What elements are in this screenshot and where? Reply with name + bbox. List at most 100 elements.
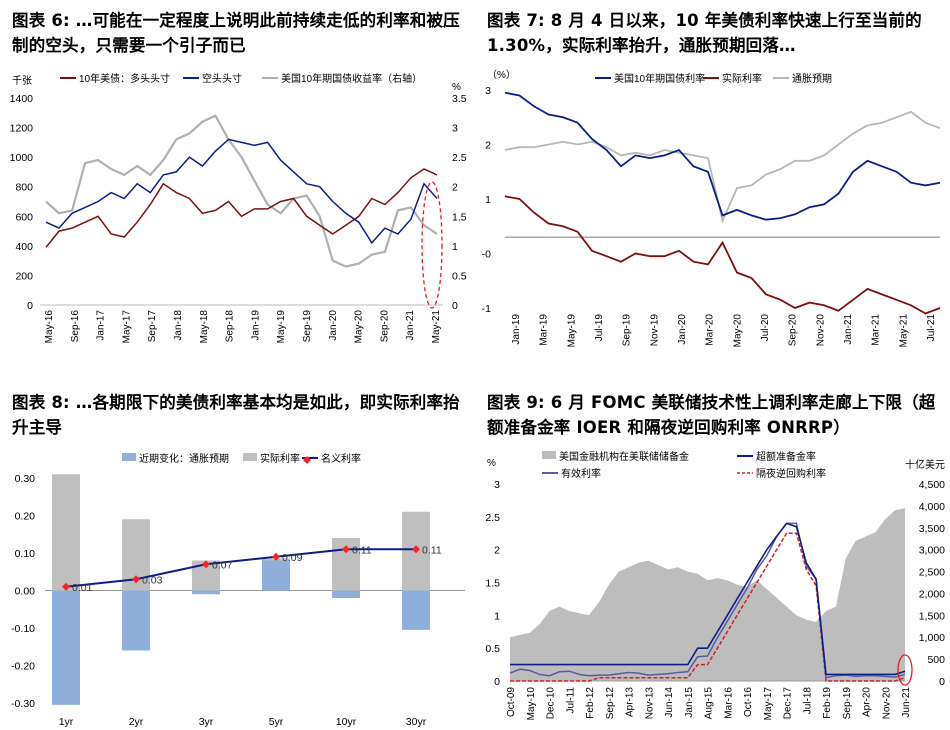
fig9-ytick: 1 bbox=[494, 610, 500, 622]
fig7-xtick: Jul-21 bbox=[926, 314, 937, 342]
fig9-xtick: Sep-12 bbox=[605, 687, 616, 720]
fig8-data-label: 0.11 bbox=[422, 544, 442, 556]
fig9-ytick: 2.5 bbox=[485, 512, 500, 524]
fig7-xtick: Nov-19 bbox=[649, 314, 660, 347]
fig9-y2tick: 2,000 bbox=[919, 588, 945, 600]
fig8-legend-real-swatch bbox=[243, 453, 257, 461]
fig8-xtick: 1yr bbox=[59, 716, 74, 728]
fig8-point bbox=[132, 575, 140, 584]
fig8-xtick: 10yr bbox=[336, 716, 357, 728]
fig9-y2tick: 2,500 bbox=[919, 567, 945, 579]
fig9-xtick: Dec-10 bbox=[546, 687, 557, 720]
fig6-yield-line bbox=[45, 114, 438, 268]
fig9-y2tick: 0 bbox=[939, 676, 945, 688]
fig9-ytick: 3 bbox=[494, 479, 500, 491]
fig6-left-unit: 千张 bbox=[12, 75, 32, 87]
fig8-xtick: 3yr bbox=[199, 716, 214, 728]
fig8-point bbox=[62, 582, 70, 591]
fig7-xtick: Jan-19 bbox=[511, 314, 522, 345]
fig6-y2tick: 2 bbox=[452, 182, 458, 194]
fig8-bar-real bbox=[52, 474, 80, 591]
fig8-ytick: 0.10 bbox=[15, 548, 36, 560]
fig6-ytick: 1400 bbox=[10, 93, 34, 105]
fig9-legend-reserves-label: 美国金融机构在美联储储备金 bbox=[559, 450, 689, 463]
fig7-chart: （%） 美国10年期国债利率 实际利率 通胀预期 -1 -0 1 2 3 Jan-19 Mar-19… bbox=[482, 69, 941, 348]
fig9-xtick: Oct-09 bbox=[506, 687, 517, 717]
fig9-y2tick: 3,000 bbox=[919, 545, 945, 557]
fig6-ytick: 1200 bbox=[10, 123, 34, 135]
fig6-long-line bbox=[45, 168, 438, 248]
fig9-xtick: Oct-16 bbox=[743, 687, 754, 717]
fig8-bar-infl bbox=[402, 590, 430, 630]
fig6-xtick: Jan-17 bbox=[96, 310, 107, 341]
fig8-chart: 近期变化：通胀预期 实际利率 名义利率 0.30 0.20 0.10 0.00 -0.10 -0… bbox=[11, 452, 465, 728]
fig6-legend-yield-label: 美国10年期国债收益率（右轴） bbox=[281, 72, 422, 85]
fig6-xtick: Jan-18 bbox=[173, 310, 184, 341]
fig8-bar-infl bbox=[332, 590, 360, 598]
fig8-xtick: 5yr bbox=[269, 716, 284, 728]
fig9-right-unit: 十亿美元 bbox=[905, 458, 945, 471]
fig6-ytick: 400 bbox=[15, 241, 33, 253]
fig7-xtick: May-21 bbox=[898, 314, 909, 348]
fig7-ytick: 2 bbox=[485, 140, 491, 152]
fig6-xtick: May-21 bbox=[431, 310, 442, 344]
fig9-legend-reserves-swatch bbox=[542, 451, 556, 459]
fig7-title: 图表 7: 8 月 4 日以来，10 年美债利率快速上行至当前的 1.30%，实… bbox=[487, 11, 922, 55]
fig9-xtick: Mar-16 bbox=[723, 687, 734, 719]
fig9-legend-onrrp-label: 隔夜逆回购利率 bbox=[756, 467, 826, 480]
fig6-xtick: Jan-19 bbox=[250, 310, 261, 341]
fig8-legend-nominal-label: 名义利率 bbox=[321, 452, 361, 465]
fig6-ytick: 0 bbox=[27, 300, 33, 312]
fig9-xtick: May-10 bbox=[526, 687, 537, 721]
fig8-data-label: 0.03 bbox=[142, 574, 163, 586]
fig9-y2tick: 1,500 bbox=[919, 610, 945, 622]
fig7-ytick: -1 bbox=[482, 303, 491, 315]
fig9-xtick: Aug-15 bbox=[704, 687, 715, 720]
fig7-xtick: Jan-21 bbox=[843, 314, 854, 345]
fig9-xtick: Feb-19 bbox=[822, 687, 833, 719]
fig7-xtick: May-19 bbox=[566, 314, 577, 348]
fig6-xtick: Sep-19 bbox=[302, 310, 313, 343]
fig9-onrrp-line bbox=[510, 532, 906, 682]
fig6-xtick: Sep-20 bbox=[379, 310, 390, 343]
fig8-xtick: 2yr bbox=[129, 716, 144, 728]
fig7-xtick: Mar-20 bbox=[705, 314, 716, 346]
fig7-xtick: Jan-20 bbox=[677, 314, 688, 345]
fig7-legend-real-label: 实际利率 bbox=[722, 72, 762, 85]
fig8-bar-infl bbox=[262, 560, 290, 591]
fig9-highlight-ellipse bbox=[897, 654, 913, 686]
fig9-effr-line bbox=[509, 522, 906, 679]
fig9-ytick: 0.5 bbox=[485, 643, 500, 655]
fig6-y2tick: 0 bbox=[452, 300, 458, 312]
fig6-xtick: May-16 bbox=[44, 310, 55, 344]
fig9-ytick: 0 bbox=[494, 676, 500, 688]
fig8-ytick: -0.10 bbox=[11, 623, 35, 635]
fig8-title: 图表 8: …各期限下的美债利率基本均是如此，即实际利率抬升主导 bbox=[12, 393, 460, 437]
fig6-highlight-ellipse bbox=[421, 181, 443, 309]
fig9-xtick: Jul-18 bbox=[802, 687, 813, 715]
fig8-bar-infl bbox=[52, 590, 80, 705]
fig7-xtick: Sep-20 bbox=[788, 314, 799, 347]
fig6-chart: 千张% 10年美债：多头头寸 空头头寸 美国10年期国债收益率（右轴） 0 200 400 6… bbox=[10, 72, 467, 344]
fig6-ytick: 600 bbox=[15, 211, 33, 223]
fig9-xtick: Sep-19 bbox=[842, 687, 853, 720]
fig7-ytick: -0 bbox=[482, 249, 491, 261]
fig9-y2tick: 500 bbox=[927, 654, 945, 666]
fig8-nominal-line bbox=[65, 548, 416, 588]
fig9-y2tick: 4,500 bbox=[919, 479, 945, 491]
fig7-xtick: Mar-21 bbox=[871, 314, 882, 346]
fig9-xtick: Nov-13 bbox=[644, 687, 655, 720]
fig9-y2tick: 3,500 bbox=[919, 523, 945, 535]
fig8-xtick: 30yr bbox=[406, 716, 427, 728]
fig9-xtick: May-17 bbox=[763, 687, 774, 721]
fig9-xtick: Apr-20 bbox=[862, 687, 873, 717]
fig9-xtick: Feb-12 bbox=[585, 687, 596, 719]
fig8-legend-infl-label: 近期变化：通胀预期 bbox=[139, 452, 229, 465]
fig9-y2tick: 4,000 bbox=[919, 501, 945, 513]
fig9-y2tick: 1,000 bbox=[919, 632, 945, 644]
fig8-ytick: -0.30 bbox=[11, 698, 35, 710]
fig8-point bbox=[272, 552, 280, 561]
fig8-data-label: 0.11 bbox=[352, 544, 372, 556]
fig6-ytick: 800 bbox=[15, 182, 33, 194]
